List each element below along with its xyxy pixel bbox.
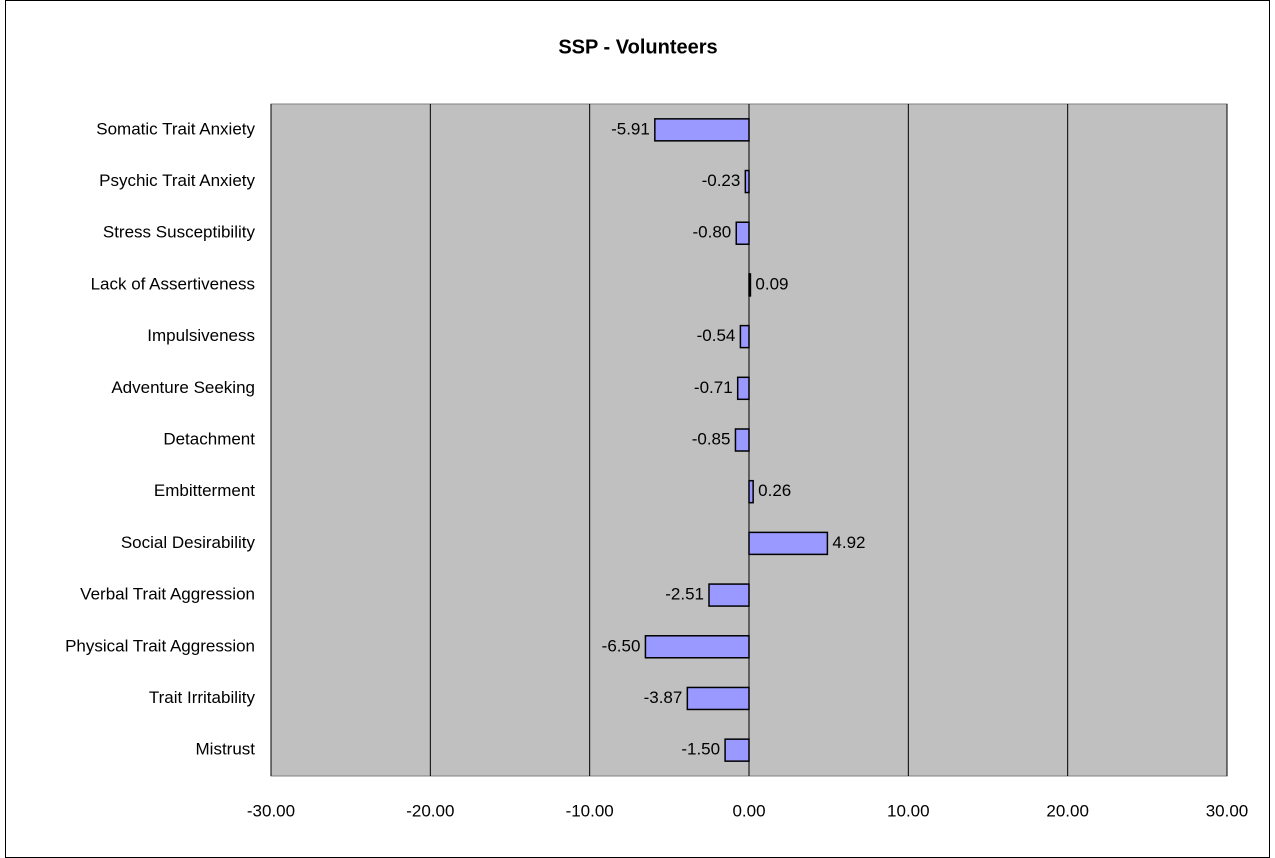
bar: [686, 686, 750, 711]
y-tick-label: Lack of Assertiveness: [91, 274, 255, 293]
data-label: -0.23: [702, 171, 741, 190]
x-tick-label: 10.00: [887, 801, 930, 820]
data-label: -5.91: [611, 119, 650, 138]
y-tick-label: Adventure Seeking: [111, 378, 255, 397]
bar: [735, 221, 750, 245]
bar: [748, 479, 754, 504]
y-tick-label: Somatic Trait Anxiety: [96, 119, 255, 138]
y-tick-label: Social Desirability: [121, 533, 256, 552]
x-tick-label: 20.00: [1046, 801, 1089, 820]
data-label: -2.51: [665, 585, 704, 604]
bar: [748, 531, 829, 556]
y-tick-label: Trait Irritability: [149, 688, 256, 707]
x-tick-label: 30.00: [1206, 801, 1249, 820]
bar: [708, 583, 750, 607]
bar: [736, 376, 750, 401]
y-tick-label: Verbal Trait Aggression: [80, 585, 255, 604]
data-label: -0.85: [692, 429, 731, 448]
bar: [734, 428, 750, 452]
y-tick-label: Mistrust: [196, 740, 256, 759]
y-tick-label: Impulsiveness: [147, 326, 255, 345]
data-label: 4.92: [832, 533, 865, 552]
bar: [739, 324, 750, 349]
data-label: -1.50: [681, 740, 720, 759]
x-tick-label: -10.00: [566, 801, 614, 820]
y-tick-label: Physical Trait Aggression: [65, 636, 255, 655]
y-tick-label: Stress Susceptibility: [103, 223, 256, 242]
x-tick-label: 0.00: [732, 801, 765, 820]
data-label: -0.71: [694, 378, 733, 397]
y-tick-label: Psychic Trait Anxiety: [99, 171, 255, 190]
data-label: 0.26: [758, 481, 791, 500]
y-tick-label: Embitterment: [154, 481, 255, 500]
bar: [654, 118, 750, 142]
bar: [724, 738, 750, 762]
y-tick-label: Detachment: [163, 429, 255, 448]
chart-title: SSP - Volunteers: [558, 36, 717, 58]
data-label: -3.87: [644, 688, 683, 707]
x-tick-label: -30.00: [247, 801, 295, 820]
bar: [644, 635, 750, 659]
data-label: 0.09: [755, 274, 788, 293]
data-label: -6.50: [602, 636, 641, 655]
bar: [748, 273, 752, 297]
x-tick-label: -20.00: [406, 801, 454, 820]
bar: [744, 169, 750, 194]
data-label: -0.80: [693, 223, 732, 242]
data-label: -0.54: [697, 326, 736, 345]
